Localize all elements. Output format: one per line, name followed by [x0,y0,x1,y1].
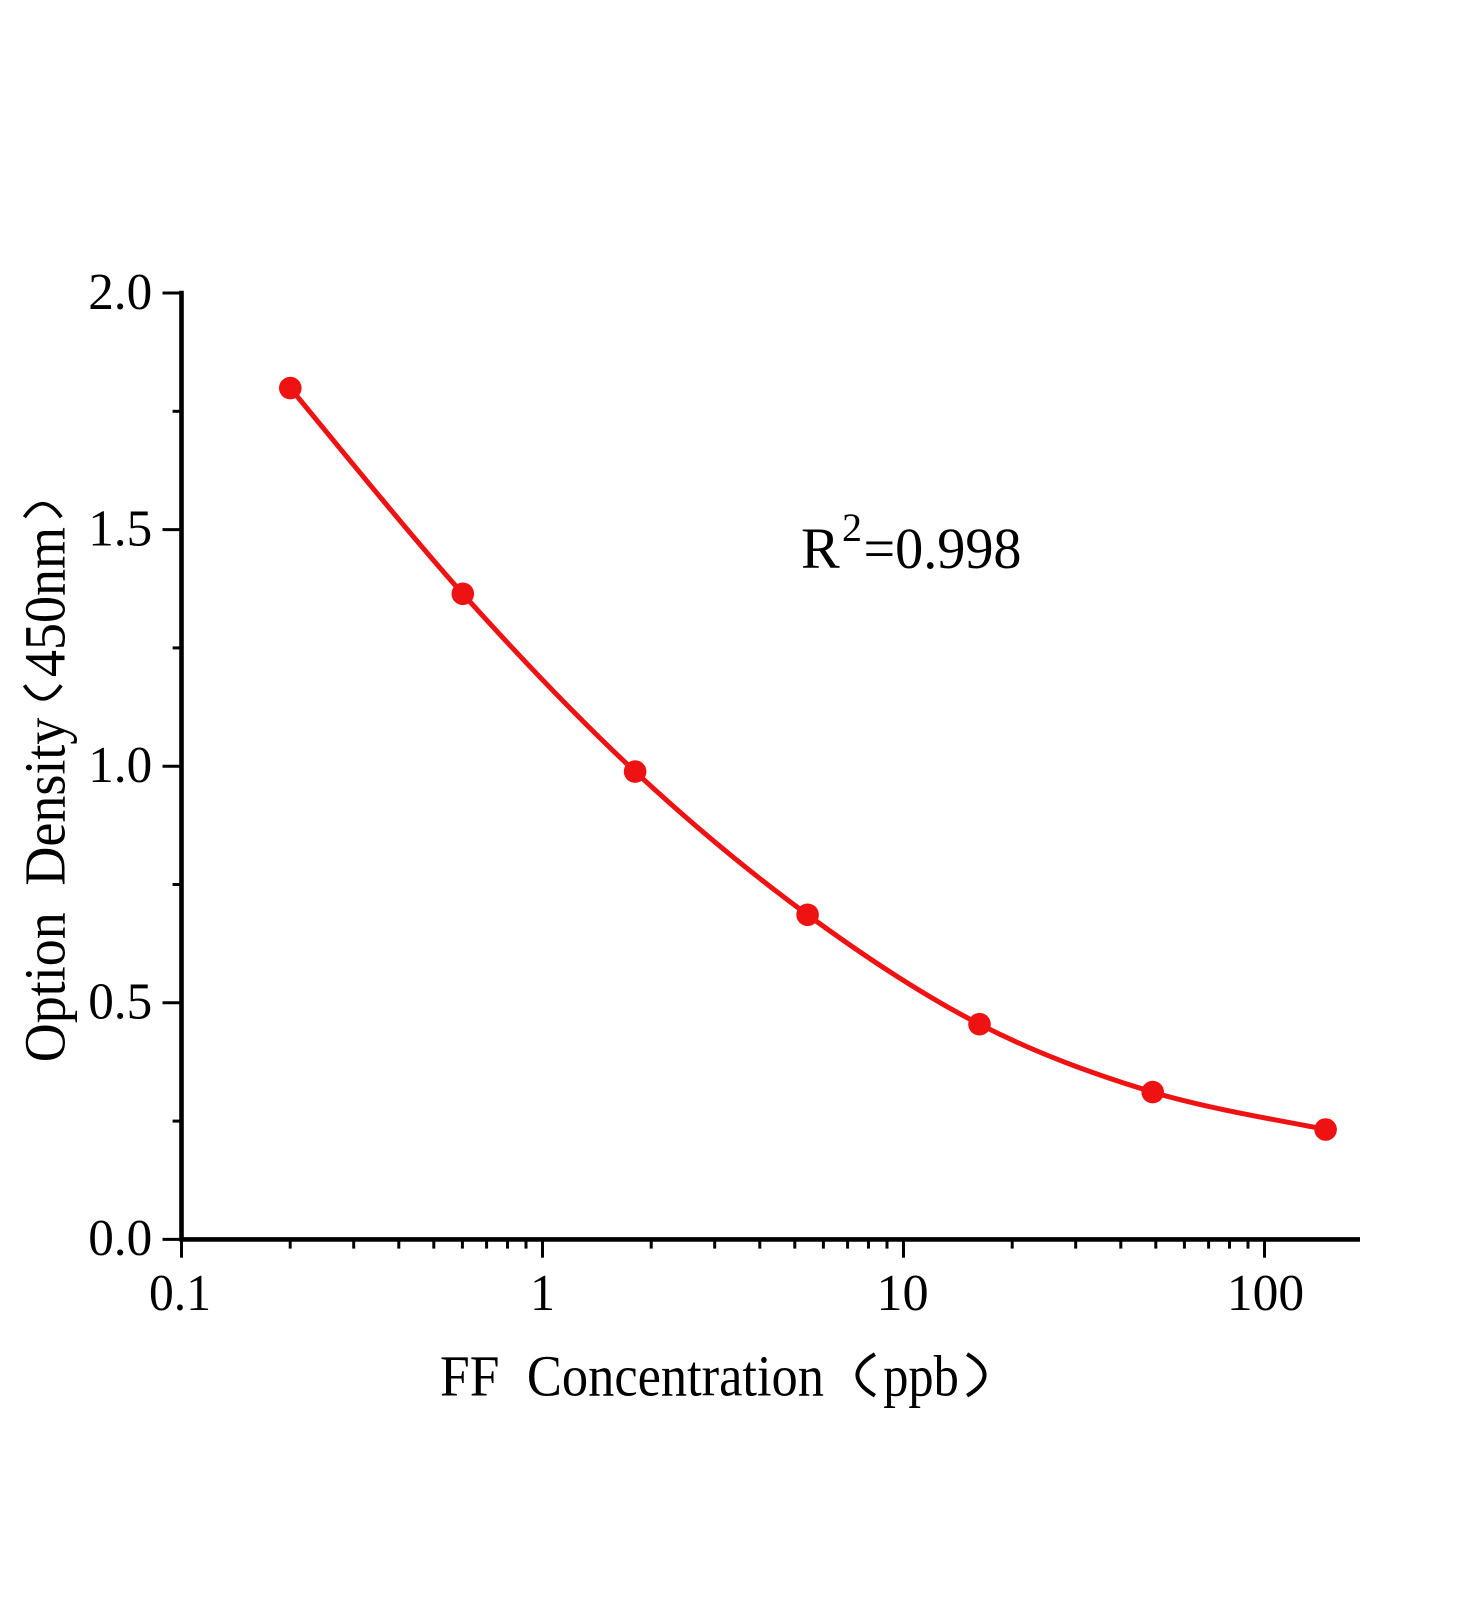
svg-text:=0.998: =0.998 [864,516,1022,581]
svg-text:450nm: 450nm [13,527,78,677]
svg-text:R: R [801,516,840,581]
svg-text:1.5: 1.5 [88,500,152,557]
svg-text:1: 1 [530,1265,555,1322]
svg-text:1.0: 1.0 [88,737,152,794]
svg-text:Concentration: Concentration [527,1343,824,1408]
svg-text:Option: Option [13,912,78,1062]
svg-text:0.5: 0.5 [88,974,152,1031]
svg-text:100: 100 [1227,1265,1304,1322]
svg-text:0.1: 0.1 [149,1265,211,1322]
svg-text:ppb: ppb [883,1343,959,1408]
svg-text:FF: FF [440,1343,499,1408]
svg-text:10: 10 [876,1265,928,1322]
svg-text:0.0: 0.0 [88,1210,152,1267]
svg-text:2: 2 [842,505,862,550]
svg-text:Density: Density [13,718,78,886]
svg-text:2.0: 2.0 [88,264,152,321]
